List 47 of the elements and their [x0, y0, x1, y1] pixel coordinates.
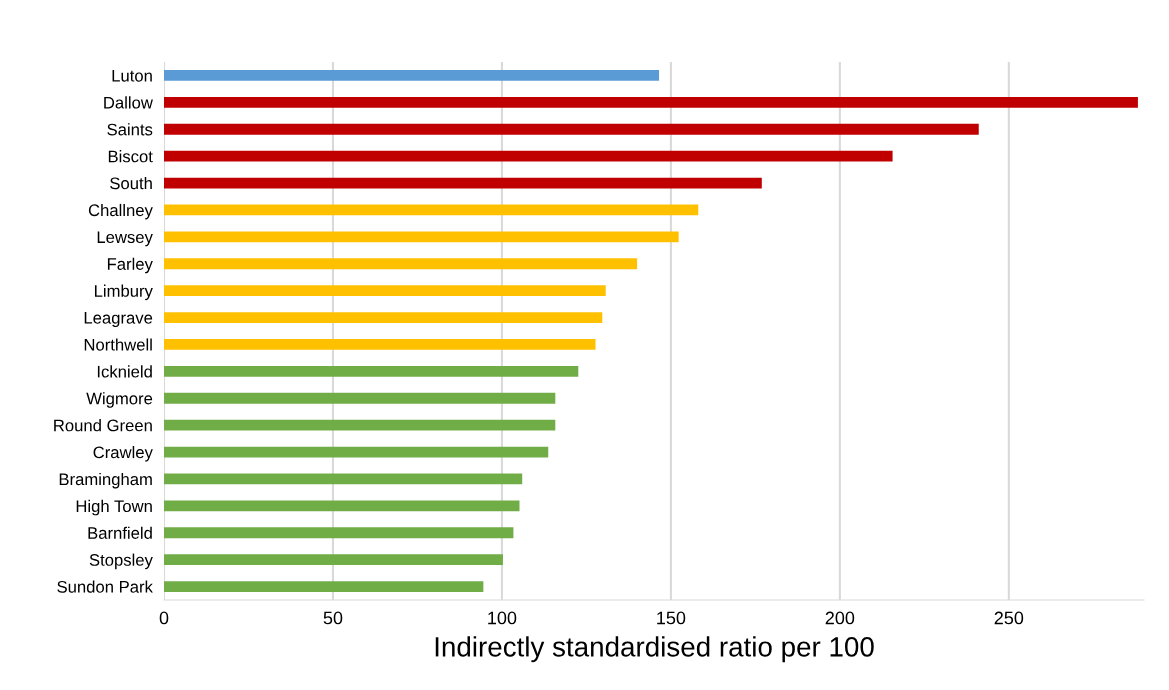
y-tick-label: Crawley	[93, 446, 153, 462]
x-axis-title: Indirectly standardised ratio per 100	[435, 636, 874, 663]
bar	[164, 204, 699, 216]
y-tick-label: Lewsey	[97, 231, 153, 247]
y-tick-label: Luton	[112, 70, 152, 82]
bar	[164, 339, 596, 350]
bar	[164, 419, 556, 431]
bar	[164, 527, 514, 539]
bar	[164, 96, 1138, 108]
x-tick-label: 250	[994, 611, 1024, 625]
bar	[164, 285, 606, 297]
y-tick-label: Farley	[107, 257, 153, 274]
x-tick-label: 100	[488, 611, 517, 625]
y-tick-label: Bramingham	[59, 472, 152, 489]
y-tick-label: Leagrave	[84, 312, 153, 328]
y-tick-label: High Town	[76, 499, 152, 516]
bar	[164, 446, 549, 458]
y-tick-label: Challney	[88, 203, 153, 220]
bar	[164, 312, 603, 323]
y-tick-label: South	[110, 177, 152, 190]
bar	[164, 70, 660, 81]
x-tick-label: 0	[159, 611, 169, 625]
bar	[164, 258, 638, 270]
y-tick-label: Northwell	[84, 338, 152, 351]
y-tick-label: Round Green	[54, 419, 152, 432]
y-tick-label: Saints	[107, 123, 153, 136]
y-tick-label: Wigmore	[86, 392, 153, 408]
y-tick-label: Sundon Park	[57, 580, 153, 593]
y-tick-label: Biscot	[108, 150, 153, 163]
bar	[164, 581, 484, 592]
bar	[164, 500, 520, 512]
y-tick-label: Barnfield	[88, 526, 152, 539]
y-tick-label: Icknield	[97, 365, 152, 378]
y-tick-label: Limbury	[94, 284, 153, 301]
bar	[164, 150, 893, 162]
bar	[164, 554, 503, 566]
x-tick-label: 150	[657, 611, 686, 625]
x-tick-label: 50	[323, 611, 343, 625]
bar	[164, 365, 579, 377]
bar	[164, 473, 523, 485]
y-tick-label: Dallow	[104, 96, 153, 109]
bar	[164, 123, 979, 135]
bar	[164, 231, 679, 243]
bar	[164, 177, 762, 189]
x-tick-label: 200	[825, 611, 855, 625]
y-tick-label: Stopsley	[89, 553, 153, 570]
bar	[164, 392, 556, 404]
